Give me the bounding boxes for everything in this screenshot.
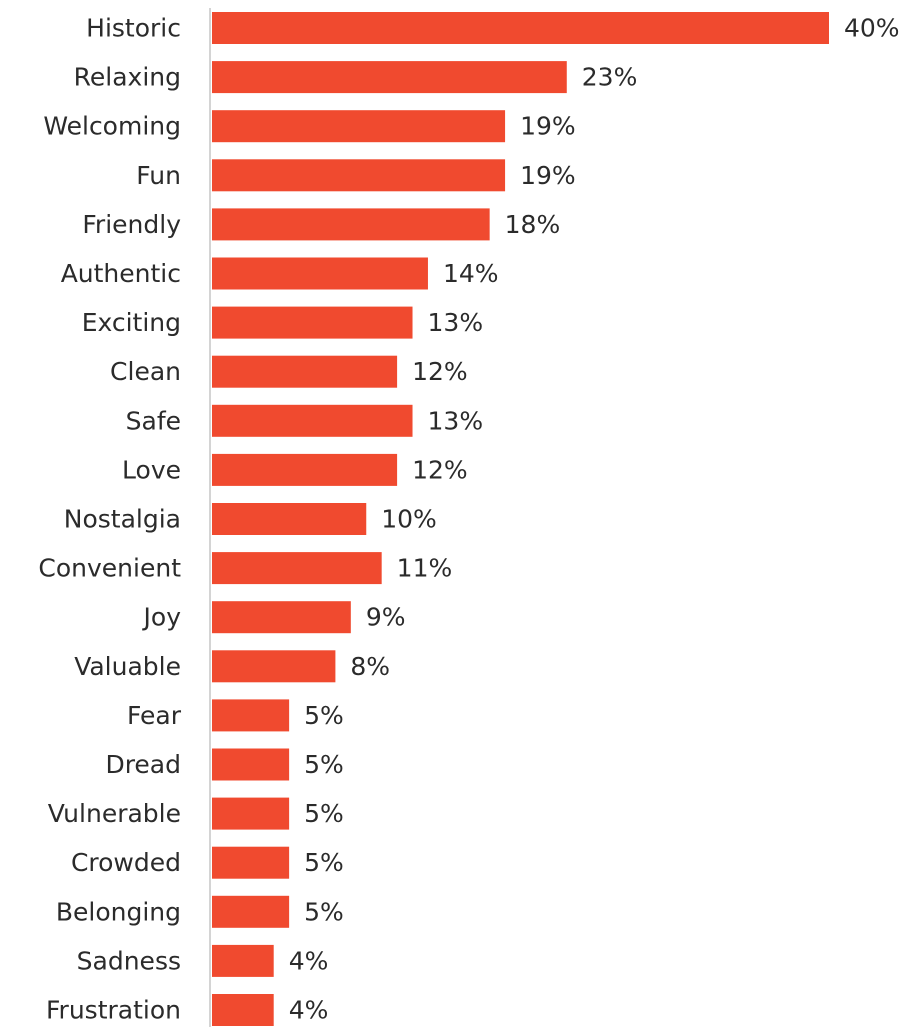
category-label: Friendly [82,210,181,239]
bar [212,306,413,339]
category-label: Exciting [82,308,181,337]
category-label: Clean [110,357,181,386]
bar [212,552,382,585]
value-label: 10% [381,505,437,534]
value-label: 4% [289,996,329,1025]
value-label: 5% [304,848,344,877]
value-label: 5% [304,897,344,926]
value-label: 11% [397,554,453,583]
bar [212,12,829,44]
value-label: 9% [366,603,406,632]
category-label: Relaxing [74,63,181,92]
category-label: Fear [127,701,182,730]
bar [212,650,336,683]
bar [212,61,567,94]
bar [212,355,398,388]
category-label: Historic [86,14,181,43]
category-label: Frustration [46,996,181,1025]
value-label: 8% [350,652,390,681]
category-label: Nostalgia [64,505,181,534]
bar [212,503,367,535]
category-label: Vulnerable [48,799,181,828]
value-label: 5% [304,701,344,730]
bar [212,404,413,437]
value-label: 23% [582,63,638,92]
bar [212,699,290,732]
value-label: 12% [412,455,468,484]
category-label: Crowded [71,848,181,877]
chart-marks: Historic 40% Relaxing 23% Welcoming 19% Fun 19%… [38,12,900,1026]
bar [212,748,290,781]
bar [212,159,506,192]
bar [212,110,506,143]
bar [212,797,290,830]
category-label: Authentic [61,259,181,288]
value-label: 13% [428,308,484,337]
category-label: Safe [126,406,181,435]
bar [212,257,428,290]
category-label: Welcoming [43,112,181,141]
bar [212,208,490,241]
value-label: 40% [844,14,900,43]
bar [212,601,351,634]
value-label: 5% [304,750,344,779]
category-label: Belonging [56,897,181,926]
category-label: Convenient [38,554,181,583]
bar [212,453,398,486]
value-label: 12% [412,357,468,386]
value-label: 18% [505,210,561,239]
category-label: Joy [142,603,182,632]
category-label: Fun [136,161,181,190]
value-label: 4% [289,946,329,975]
value-label: 14% [443,259,499,288]
category-label: Valuable [74,652,181,681]
value-label: 19% [520,112,576,141]
value-label: 19% [520,161,576,190]
value-label: 5% [304,799,344,828]
bar [212,944,274,977]
category-label: Love [122,455,181,484]
bar [212,846,290,879]
bar [212,895,290,928]
category-label: Dread [105,750,181,779]
category-label: Sadness [77,946,181,975]
value-label: 13% [428,406,484,435]
bar [212,994,274,1026]
